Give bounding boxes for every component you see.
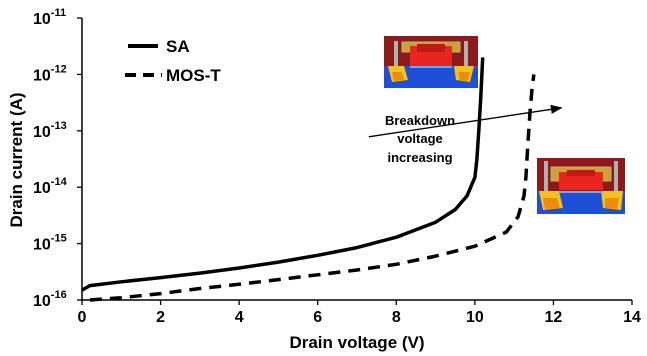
x-tick-label: 4	[235, 309, 244, 326]
x-tick-label: 2	[156, 309, 165, 326]
y-axis-ticks: 10-16 10-15 10-14 10-13 10-12 10-11	[33, 7, 82, 310]
legend-label-sa: SA	[166, 37, 190, 56]
y-tick-label: 10-12	[33, 63, 67, 84]
y-tick-label: 10-15	[33, 233, 67, 254]
y-tick-label: 10-16	[33, 289, 67, 310]
y-tick-label: 10-11	[33, 7, 66, 28]
x-axis-ticks: 0 2 4 6 8 10 12 14	[78, 300, 641, 326]
series-layer	[81, 57, 536, 302]
x-tick-label: 12	[545, 309, 563, 326]
y-tick-label: 10-13	[33, 120, 67, 141]
series-line-sa	[81, 57, 485, 292]
x-axis-label: Drain voltage (V)	[289, 333, 424, 352]
x-tick-label: 8	[392, 309, 401, 326]
annotation-line-2: voltage	[397, 131, 443, 146]
annotation-arrow	[368, 104, 563, 138]
annotation-line-1: Breakdown	[385, 113, 455, 128]
series-line-mos-t	[89, 74, 536, 302]
annotation: Breakdown voltage increasing	[368, 104, 563, 165]
x-tick-label: 14	[623, 309, 641, 326]
legend-label-most: MOS-T	[166, 66, 221, 85]
most-device-cross-section	[537, 158, 625, 214]
y-tick-label: 10-14	[33, 176, 68, 197]
y-axis-label: Drain current (A)	[7, 92, 26, 227]
x-tick-label: 6	[313, 309, 322, 326]
sa-device-cross-section	[384, 36, 478, 88]
legend: SA MOS-T	[125, 37, 221, 85]
x-tick-label: 0	[78, 309, 87, 326]
axes	[81, 18, 632, 301]
annotation-line-3: increasing	[387, 150, 452, 165]
x-tick-label: 10	[466, 309, 484, 326]
